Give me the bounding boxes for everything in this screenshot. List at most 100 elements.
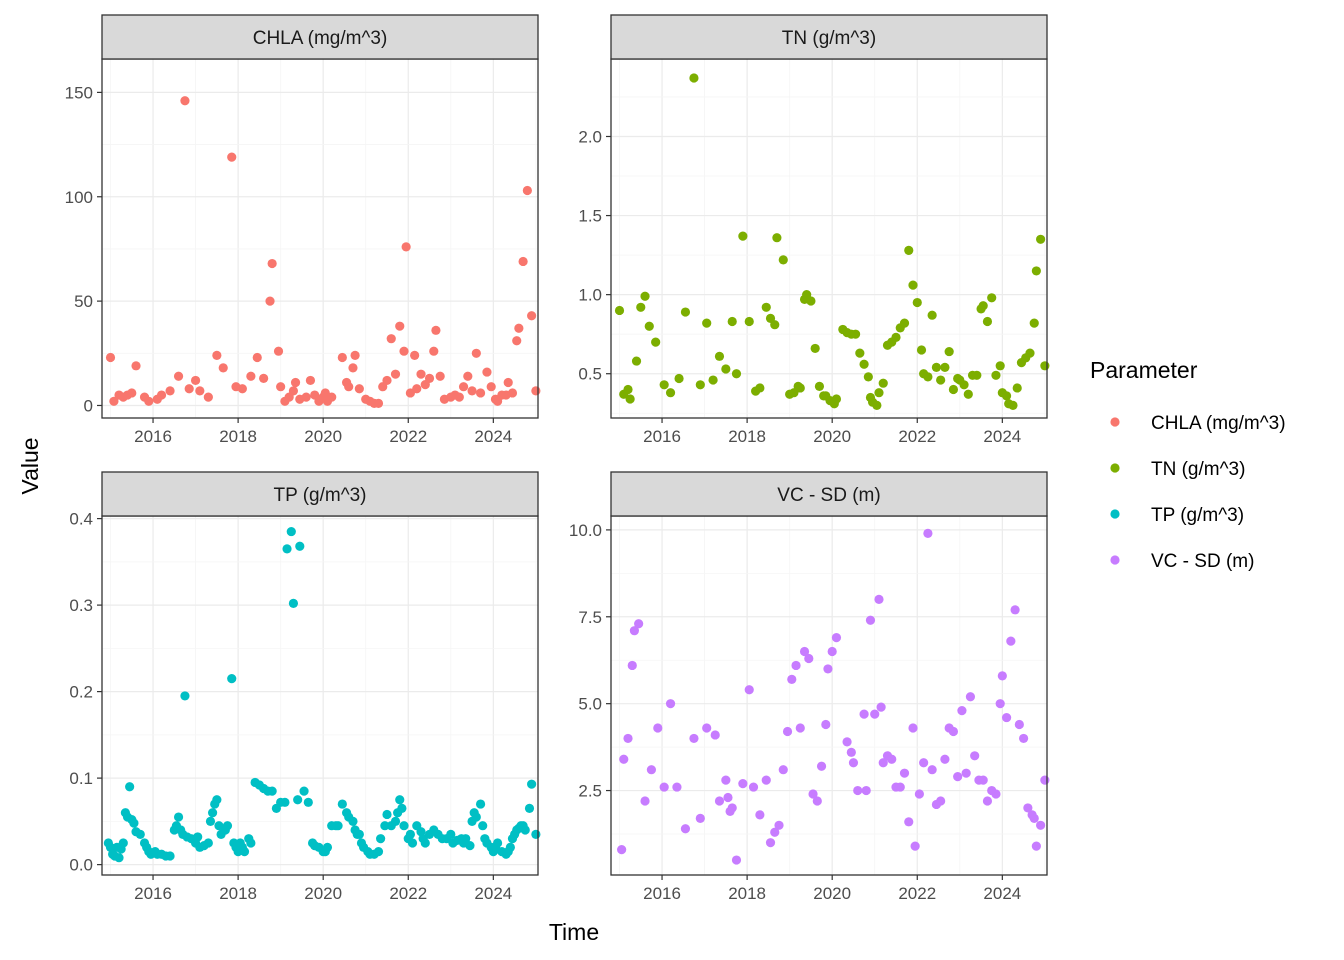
data-point — [105, 842, 116, 852]
data-point — [855, 348, 865, 358]
data-point — [212, 350, 222, 360]
data-point — [963, 389, 973, 399]
data-point — [265, 296, 275, 306]
data-point — [303, 797, 313, 807]
data-point — [738, 231, 748, 241]
data-point — [631, 356, 642, 366]
data-point — [299, 786, 309, 796]
x-tick-label: 2018 — [219, 884, 257, 903]
data-point — [863, 372, 873, 382]
data-point — [429, 346, 439, 356]
data-point — [373, 847, 384, 857]
data-point — [227, 674, 237, 684]
y-tick-label: 2.0 — [578, 127, 602, 146]
x-tick-label: 2018 — [728, 884, 766, 903]
data-point — [397, 803, 407, 813]
x-axis: 2016 2018 2020 2022 2024 — [134, 875, 512, 903]
data-point — [471, 348, 481, 358]
data-point — [695, 380, 705, 390]
data-point — [446, 829, 456, 839]
data-point — [842, 737, 852, 747]
data-point — [212, 795, 222, 805]
data-point — [831, 633, 842, 643]
data-point — [1036, 234, 1046, 244]
legend-item: TP (g/m^3) — [1110, 505, 1244, 526]
data-point — [195, 386, 205, 396]
data-point — [823, 664, 833, 674]
data-point — [644, 321, 654, 331]
y-tick-label: 0.1 — [69, 769, 93, 788]
x-axis: 2016 2018 2020 2022 2024 — [643, 875, 1021, 903]
data-point — [305, 375, 316, 386]
data-point — [674, 373, 684, 384]
legend-title: Parameter — [1090, 357, 1198, 383]
data-point — [435, 371, 445, 381]
panel-3: TP (g/m^3)2016 2018 2020 2022 20240.00.10.20… — [69, 471, 541, 903]
data-point — [731, 855, 742, 865]
y-tick-label: 2.5 — [578, 782, 602, 801]
data-point — [702, 723, 712, 733]
data-point — [144, 396, 154, 406]
data-point — [486, 382, 496, 392]
x-tick-label: 2024 — [474, 884, 512, 903]
data-point — [806, 296, 816, 306]
data-point — [936, 796, 946, 806]
data-point — [910, 841, 920, 851]
data-point — [246, 371, 256, 381]
data-point — [267, 786, 277, 796]
data-point — [399, 821, 409, 831]
x-tick-label: 2024 — [983, 427, 1021, 446]
data-point — [478, 821, 488, 831]
y-tick-label: 0 — [84, 396, 93, 415]
data-point — [702, 318, 712, 328]
x-tick-label: 2016 — [643, 427, 681, 446]
data-point — [527, 779, 537, 789]
x-tick-label: 2018 — [728, 427, 766, 446]
data-point — [193, 832, 203, 842]
data-point — [665, 388, 676, 398]
legend-key — [1110, 417, 1120, 427]
data-point — [940, 754, 950, 764]
data-point — [816, 761, 827, 771]
data-point — [1040, 361, 1050, 371]
data-point — [636, 302, 646, 312]
data-points — [617, 528, 1050, 865]
x-tick-label: 2016 — [643, 884, 681, 903]
data-point — [461, 834, 471, 844]
data-point — [401, 242, 411, 252]
legend-key — [1110, 509, 1120, 519]
data-point — [390, 369, 401, 379]
legend-item: VC - SD (m) — [1110, 551, 1254, 572]
x-tick-label: 2016 — [134, 884, 172, 903]
x-axis: 2016 2018 2020 2022 2024 — [134, 418, 512, 446]
y-tick-label: 150 — [65, 83, 93, 102]
legend-label: TN (g/m^3) — [1151, 459, 1245, 480]
data-point — [1010, 605, 1020, 615]
data-point — [105, 352, 116, 363]
data-point — [634, 619, 644, 629]
data-point — [812, 796, 822, 806]
data-point — [878, 378, 888, 388]
data-point — [190, 375, 201, 386]
data-point — [1040, 775, 1050, 785]
y-axis-title: Value — [17, 437, 43, 494]
x-tick-label: 2018 — [219, 427, 257, 446]
x-axis: 2016 2018 2020 2022 2024 — [643, 418, 1021, 446]
data-point — [874, 594, 884, 605]
data-points — [103, 526, 541, 863]
x-tick-label: 2016 — [134, 427, 172, 446]
data-point — [301, 392, 311, 402]
data-point — [373, 398, 384, 408]
data-point — [904, 817, 914, 827]
data-point — [619, 754, 629, 764]
data-point — [936, 375, 946, 385]
legend-label: VC - SD (m) — [1151, 551, 1254, 572]
data-point — [959, 380, 969, 390]
data-point — [354, 829, 364, 839]
data-point — [1036, 820, 1046, 830]
data-point — [1031, 266, 1041, 276]
data-point — [207, 808, 218, 818]
legend-label: TP (g/m^3) — [1151, 505, 1244, 526]
y-tick-label: 50 — [74, 292, 93, 311]
